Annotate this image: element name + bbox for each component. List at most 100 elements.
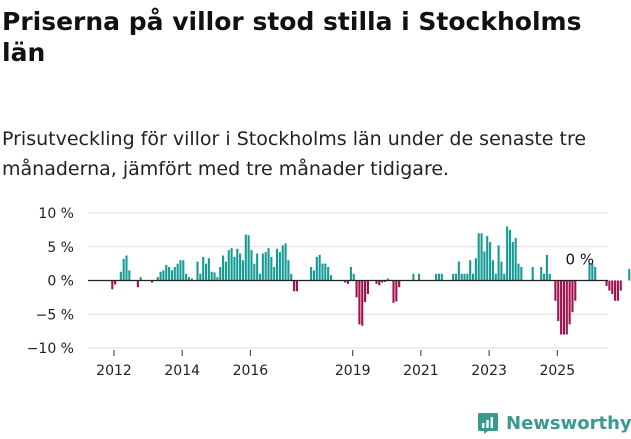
bar [548,273,551,281]
bar [474,258,477,281]
bar [173,267,176,281]
bar [219,267,222,281]
bar [156,277,159,281]
bar [182,260,185,281]
bar [261,253,264,281]
bar [560,280,563,335]
bar [207,258,210,281]
bar [125,255,128,281]
bar [398,280,401,288]
bar [344,280,347,283]
bar [508,229,512,281]
bar [202,256,205,281]
bar [247,235,250,281]
bar [196,261,199,281]
bar [258,273,262,281]
bar [375,280,378,284]
y-tick-label: 10 % [38,206,74,222]
bar [355,280,358,298]
bar [293,280,296,292]
bar [352,273,355,281]
bar [364,280,367,303]
bar [239,253,242,281]
bar [250,250,253,281]
bar [253,263,256,281]
bar [185,273,188,281]
page-title: Priserna på villor stod stilla i Stockho… [2,7,582,67]
newsworthy-logo[interactable]: Newsworthy [476,408,631,438]
bar [159,271,162,281]
bar [210,271,213,281]
bar [128,270,131,281]
bar [486,235,489,281]
bar [463,273,466,281]
bar [616,280,619,301]
bar [460,273,463,281]
bar [264,252,267,281]
y-axis-ticks: 10 % 5 % 0 % −5 % −10 % [27,206,74,357]
bar [611,280,614,294]
bar [122,258,125,281]
bar [614,280,617,301]
bar [176,263,179,281]
bar [284,243,287,281]
bar [386,278,389,281]
bar [241,260,245,281]
bar [295,280,298,292]
y-tick-label: 0 % [47,274,74,290]
bar [466,273,469,281]
bars [111,226,631,335]
bar [347,280,350,284]
bar [273,267,276,281]
annotation-label: 0 % [566,251,595,269]
bar [312,270,316,281]
x-tick-label: 2016 [233,363,269,379]
bar [500,261,503,281]
bar [591,263,594,281]
bar [418,273,421,281]
bar [310,267,313,281]
bar [503,273,506,281]
bar [222,255,225,281]
bar [619,280,622,291]
bar [605,280,608,286]
bar [162,270,165,281]
bar [361,280,364,326]
bar [489,242,492,281]
bar [435,273,438,281]
chart-subtitle: Prisutveckling för villor i Stockholms l… [2,128,587,180]
bar [139,277,142,281]
bar [594,267,597,281]
bar [278,252,281,281]
bar [287,260,290,281]
bar [440,273,443,281]
x-tick-label: 2021 [403,363,439,379]
annotations: 0 % [566,251,595,269]
brand-name: Newsworthy [506,412,631,434]
bar [480,233,483,281]
bar [477,233,480,281]
y-tick-label: −10 % [27,341,74,357]
bar [244,234,247,281]
bar [349,267,352,281]
bar [491,260,494,281]
bar [457,261,460,281]
bar [588,263,591,281]
bar [119,271,122,281]
bar [562,280,565,335]
bar [540,267,543,281]
bar [168,267,171,281]
bar [270,256,273,281]
bar [230,248,233,281]
bar [170,270,173,281]
bar [236,248,239,281]
x-axis-ticks: 2012 2014 2016 2019 2021 2023 2025 [96,350,575,379]
bar [267,248,270,281]
bar [574,280,577,301]
bar [554,280,557,301]
bar [290,273,293,281]
bar [497,245,500,281]
bar [557,280,560,321]
bar [568,280,571,325]
bar [517,263,520,281]
